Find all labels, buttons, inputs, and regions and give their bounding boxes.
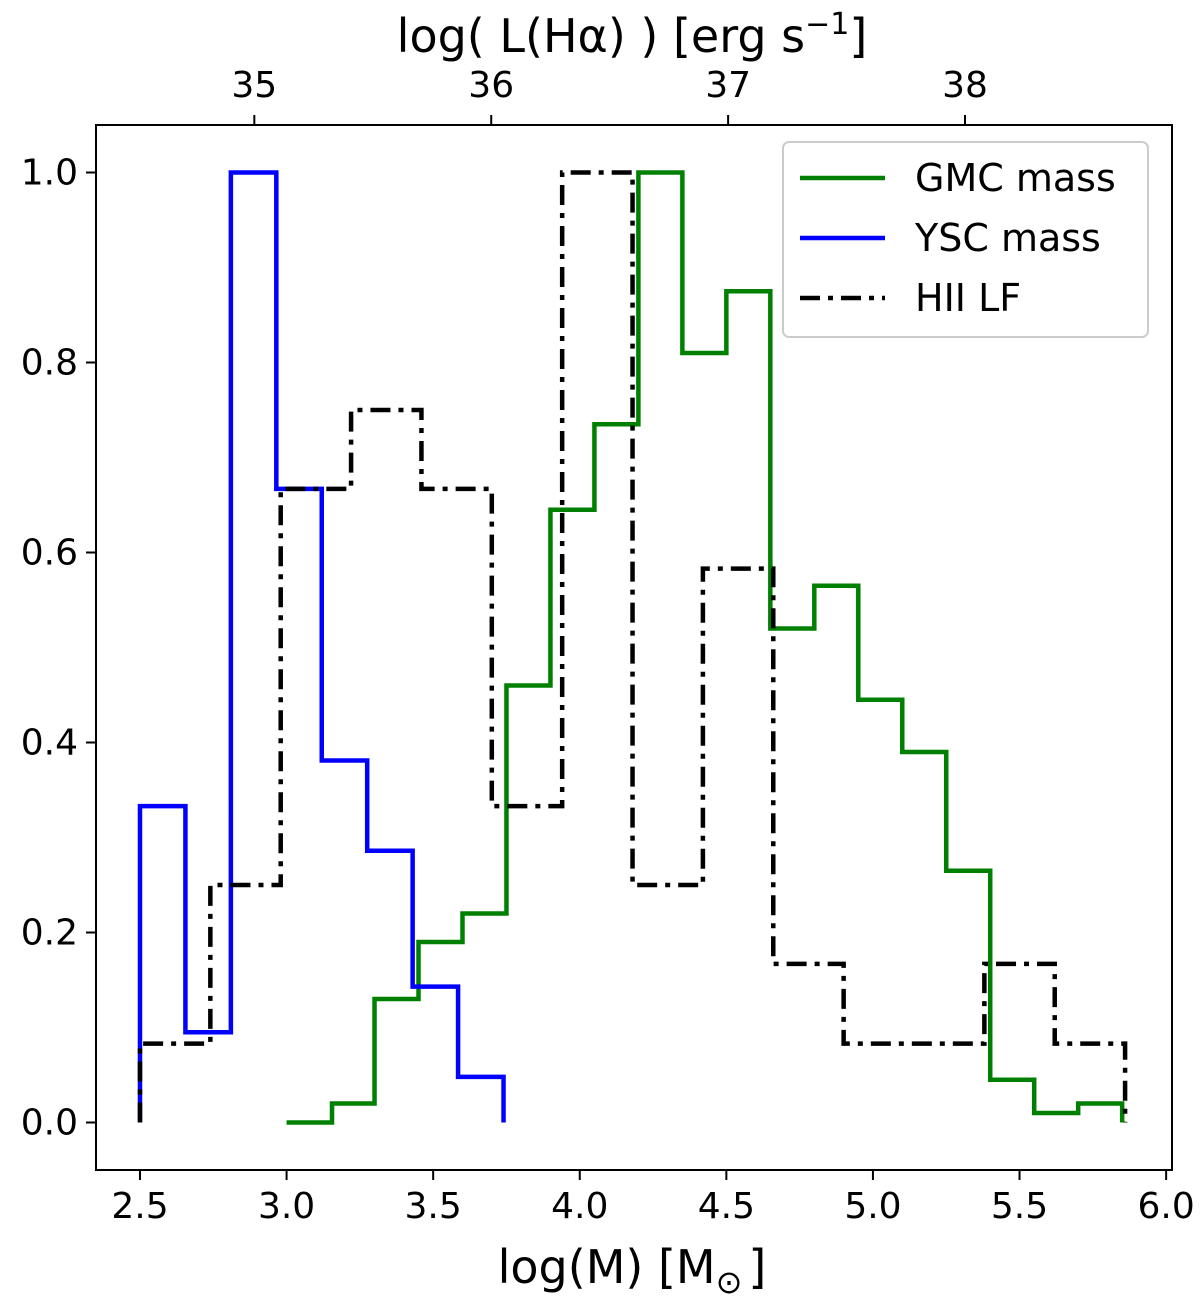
series-hii-lf: [137, 170, 1128, 1123]
legend-label-ysc-mass: YSC mass: [914, 216, 1101, 260]
x-tick-label: 5.5: [991, 1186, 1048, 1227]
x-tick-label: 4.5: [698, 1186, 755, 1227]
y-tick-label: 0.0: [21, 1103, 78, 1144]
x-axis-ticks: 2.5 3.0 3.5 4.0 4.5 5.0 5.5 6.0: [111, 1170, 1195, 1227]
y-axis-ticks: 0.0 0.2 0.4 0.6 0.8 1.0: [21, 153, 96, 1144]
x-tick-label: 6.0: [1138, 1186, 1195, 1227]
x-tick-label: 2.5: [111, 1186, 168, 1227]
x-tick-label: 3.0: [258, 1186, 315, 1227]
plot-frame: [95, 124, 1173, 1171]
y-tick-label: 1.0: [21, 153, 78, 194]
y-tick-label: 0.8: [21, 343, 78, 384]
x-tick-label: 4.0: [551, 1186, 608, 1227]
y-tick-label: 0.4: [21, 723, 78, 764]
series-layer: [137, 170, 1128, 1125]
x-tick-label: 3.5: [405, 1186, 462, 1227]
top-axis-label: log( L(Hα) ) [erg s−1]: [397, 7, 868, 63]
legend-label-hii-lf: HII LF: [915, 276, 1021, 320]
top-tick-label: 36: [468, 65, 514, 106]
x-tick-label: 5.0: [844, 1186, 901, 1227]
x-axis-label: log(M) [M⊙]: [498, 1240, 767, 1301]
series-ysc-mass: [137, 170, 506, 1123]
top-tick-label: 35: [231, 65, 277, 106]
top-tick-label: 37: [705, 65, 751, 106]
legend-label-gmc-mass: GMC mass: [915, 156, 1116, 200]
legend-frame: [782, 141, 1149, 338]
series-gmc-mass: [286, 170, 1125, 1125]
legend: GMC mass YSC mass HII LF: [782, 141, 1149, 338]
top-axis-ticks: 35 36 37 38: [231, 65, 988, 125]
top-tick-label: 38: [942, 65, 988, 106]
y-tick-label: 0.6: [21, 533, 78, 574]
y-tick-label: 0.2: [21, 913, 78, 954]
